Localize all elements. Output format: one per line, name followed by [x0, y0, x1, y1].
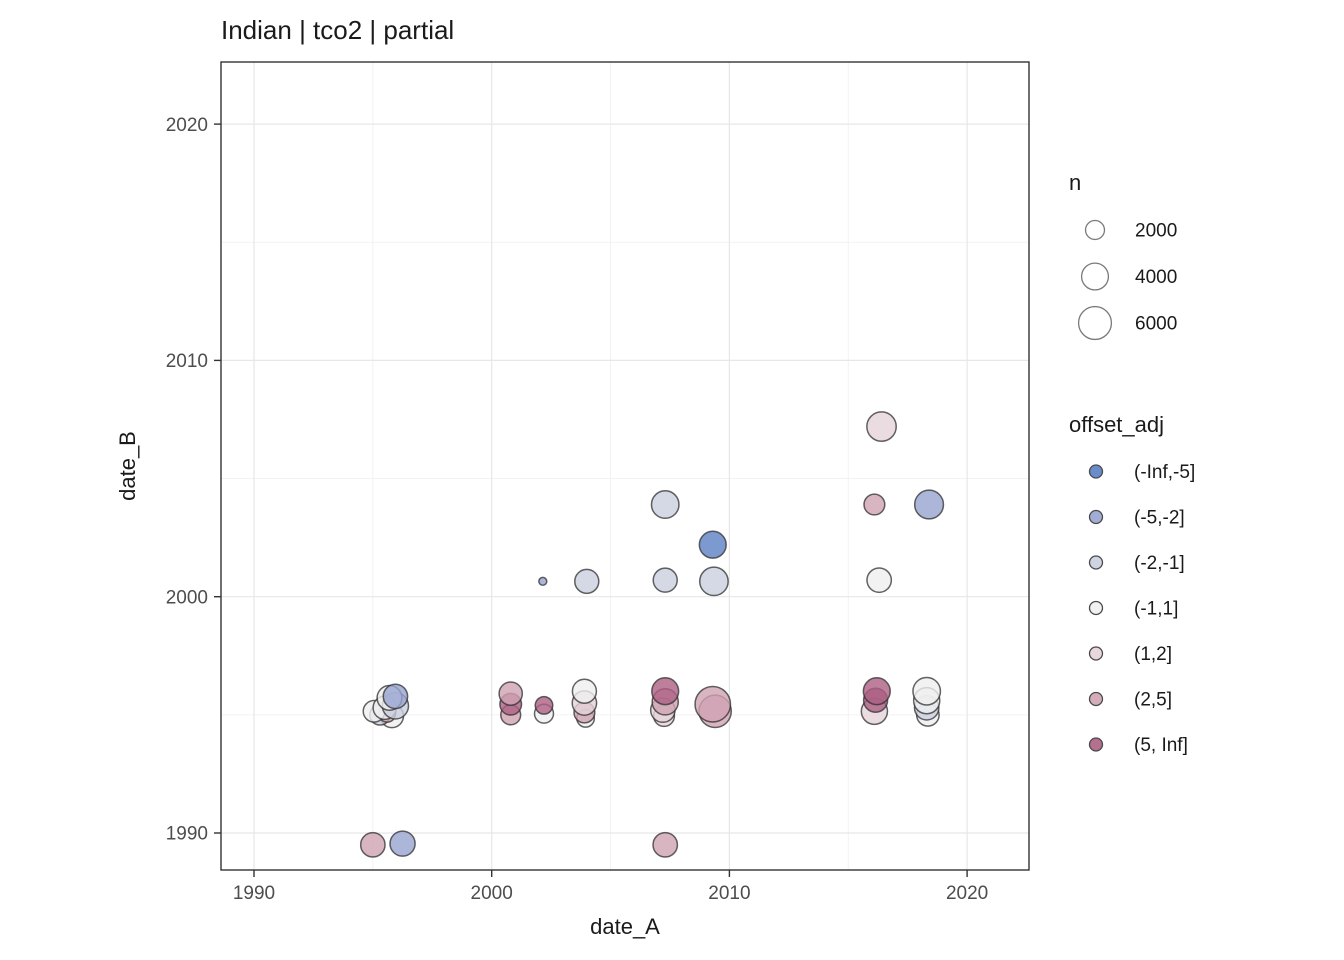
legend-size-ring	[1077, 305, 1113, 341]
gridlines	[221, 62, 1029, 870]
x-tick-label: 2000	[471, 883, 513, 904]
legend-color-label: (-Inf,-5]	[1134, 462, 1195, 483]
y-tick-label: 1990	[166, 824, 208, 845]
legend-color: offset_adj (-Inf,-5] (-5,-2] (-2,-1] (-1,1]…	[1069, 412, 1195, 756]
legend-size-label: 4000	[1135, 267, 1177, 288]
panel-background	[221, 62, 1029, 870]
data-point	[698, 566, 729, 597]
data-point	[651, 677, 680, 706]
data-point	[650, 490, 680, 520]
data-point	[863, 493, 886, 516]
legend-size-title: n	[1069, 170, 1081, 195]
legend-size: n 2000 4000 6000	[1069, 170, 1177, 341]
data-point	[534, 695, 554, 715]
plot-title: Indian | tco2 | partial	[221, 15, 454, 45]
data-point	[652, 831, 679, 858]
data-point	[866, 567, 893, 594]
legend-color-dot	[1088, 600, 1104, 616]
panel-border	[220, 61, 1030, 871]
data-point	[866, 411, 897, 443]
data-point	[571, 678, 598, 704]
y-axis-title: date_B	[115, 431, 140, 501]
legend-color-dot	[1088, 464, 1104, 479]
data-point	[913, 489, 945, 520]
x-tick-label: 2020	[946, 883, 988, 904]
legend-size-label: 6000	[1135, 314, 1177, 335]
legend-color-label: (5, Inf]	[1134, 735, 1188, 756]
data-point	[862, 677, 891, 706]
legend-color-dot	[1088, 691, 1104, 707]
legend-color-dot	[1088, 555, 1104, 570]
data-point	[382, 683, 409, 710]
x-tick-label: 1990	[233, 883, 275, 904]
legend-color-title: offset_adj	[1069, 412, 1164, 437]
x-axis-title: date_A	[590, 914, 660, 939]
legend-color-rows: (-Inf,-5] (-5,-2] (-2,-1] (-1,1] (1,2] (2,5] (…	[1088, 462, 1195, 756]
legend-color-label: (2,5]	[1134, 690, 1172, 711]
y-tick-label: 2000	[166, 587, 208, 608]
legend-color-label: (-5,-2]	[1134, 508, 1185, 529]
data-point	[694, 685, 732, 723]
legend-size-ring	[1084, 219, 1106, 241]
x-tick-label: 2010	[708, 883, 750, 904]
legend-color-label: (1,2]	[1134, 644, 1172, 665]
legend-color-dot	[1088, 737, 1104, 752]
data-point	[389, 830, 416, 857]
data-point	[698, 530, 727, 559]
x-axis-tick-labels: 1990 2000 2010 2020	[233, 883, 988, 904]
legend-color-label: (-1,1]	[1134, 599, 1178, 620]
legend-size-rows: 2000 4000 6000	[1077, 219, 1177, 341]
data-point	[574, 568, 600, 595]
legend-color-label: (-2,-1]	[1134, 553, 1185, 574]
legend-size-ring	[1080, 262, 1110, 291]
data-points	[359, 411, 945, 858]
legend-size-label: 2000	[1135, 221, 1177, 242]
data-point	[912, 676, 942, 706]
legend-color-dot	[1088, 646, 1104, 661]
data-point	[652, 567, 678, 593]
x-axis-ticks	[253, 870, 968, 877]
y-tick-label: 2020	[166, 115, 208, 136]
legend-color-dot	[1088, 509, 1104, 525]
y-axis-ticks	[214, 123, 221, 834]
data-point	[498, 681, 524, 706]
data-point	[359, 831, 386, 858]
y-axis-tick-labels: 1990 2000 2010 2020	[166, 115, 208, 845]
y-tick-label: 2010	[166, 351, 208, 372]
data-point	[538, 576, 548, 587]
